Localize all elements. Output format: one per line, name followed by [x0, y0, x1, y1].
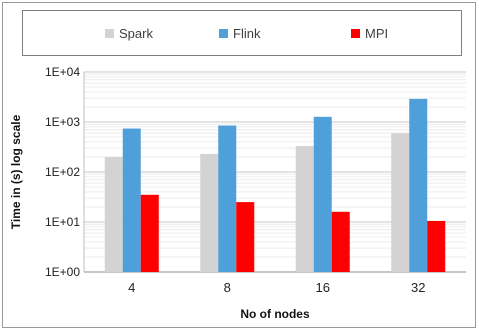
x-tick-label: 32 [411, 280, 425, 295]
legend-item-flink: Flink [219, 11, 260, 55]
y-tick-label: 1E+04 [45, 65, 80, 79]
legend-label-mpi: MPI [365, 25, 389, 41]
bars [104, 98, 446, 272]
x-axis-title: No of nodes [240, 307, 310, 321]
bar-flink-4 [122, 128, 141, 272]
legend-item-mpi: MPI [351, 11, 388, 55]
x-tick-label: 4 [128, 280, 135, 295]
y-axis-title: Time in (s) log scale [9, 114, 23, 229]
bar-flink-16 [313, 116, 332, 272]
bar-spark-16 [295, 146, 314, 272]
bar-mpi-8 [236, 202, 255, 272]
axes: 1E+00 1E+01 1E+02 1E+03 1E+04 4 8 16 32 [45, 65, 426, 295]
y-tick-label: 1E+03 [45, 115, 80, 129]
legend-label-spark: Spark [119, 25, 153, 41]
y-tick-label: 1E+02 [45, 165, 80, 179]
bar-spark-8 [200, 153, 219, 272]
bar-mpi-16 [331, 211, 350, 272]
legend-swatch-mpi [351, 28, 360, 38]
bar-mpi-4 [140, 194, 159, 272]
y-tick-label: 1E+00 [45, 265, 80, 279]
legend-label-flink: Flink [233, 25, 261, 41]
bar-spark-4 [104, 156, 123, 272]
bar-flink-8 [218, 125, 237, 272]
legend-swatch-flink [219, 28, 228, 38]
bar-flink-32 [409, 98, 428, 272]
bar-spark-32 [391, 133, 410, 272]
x-tick-label: 16 [316, 280, 330, 295]
x-tick-label: 8 [224, 280, 231, 295]
legend-swatch-spark [105, 28, 114, 38]
legend-item-spark: Spark [105, 11, 153, 55]
y-tick-label: 1E+01 [45, 215, 80, 229]
bar-mpi-32 [427, 220, 446, 272]
chart-legend: Spark Flink MPI [22, 10, 462, 56]
